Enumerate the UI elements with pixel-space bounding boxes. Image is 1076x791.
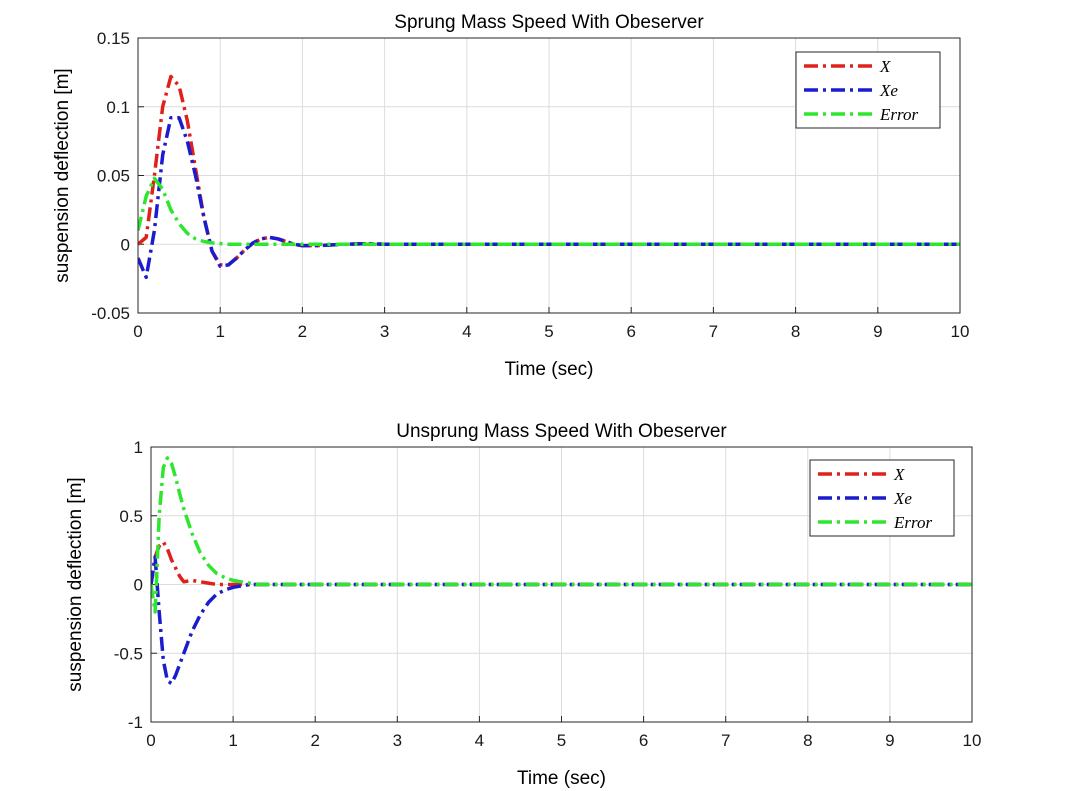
plot-unsprung-mass: 0 1 2 3 4 5 6 7 8 9 10 -1 -0.5 0 0.5 1 Unsprung Mass Spe… (65, 421, 981, 789)
x-tick-label: 6 (639, 731, 648, 750)
x-axis-label: Time (sec) (504, 359, 593, 380)
axes-frame (137, 37, 961, 314)
x-tick-label: 6 (626, 322, 635, 341)
series-line-error (138, 176, 960, 247)
series-group (151, 456, 972, 686)
legend: X Xe Error (795, 51, 941, 129)
x-tick-label: 10 (963, 731, 982, 750)
x-tick-label: 9 (885, 731, 894, 750)
legend-label-x: X (879, 57, 891, 76)
x-tick-label: 4 (475, 731, 484, 750)
y-tick-label: 0.05 (97, 167, 130, 186)
series-group (138, 74, 960, 280)
y-tick-label: -1 (128, 713, 143, 732)
x-tick-label: 7 (709, 322, 718, 341)
x-tick-label: 1 (215, 322, 224, 341)
chart-title: Sprung Mass Speed With Obeserver (394, 12, 704, 33)
x-tick-label: 1 (228, 731, 237, 750)
y-tick-label: -0.5 (114, 644, 143, 663)
y-tick-label: -0.05 (91, 304, 130, 323)
x-tick-label: 3 (393, 731, 402, 750)
legend-label-error: Error (893, 513, 932, 532)
y-axis-label: suspension deflection [m] (65, 477, 86, 691)
y-tick-label: 0 (134, 576, 143, 595)
y-tick-label: 0.5 (119, 507, 143, 526)
x-tick-label: 3 (380, 322, 389, 341)
y-tick-label: 0.15 (97, 29, 130, 48)
y-tick-label: 0.1 (106, 98, 130, 117)
x-tick-label: 5 (557, 731, 566, 750)
legend-label-xe: Xe (879, 81, 898, 100)
legend-label-error: Error (879, 105, 918, 124)
x-tick-label: 0 (146, 731, 155, 750)
x-tick-label: 2 (310, 731, 319, 750)
x-axis-label: Time (sec) (517, 768, 606, 789)
legend-label-x: X (893, 465, 905, 484)
y-tick-label: 0 (121, 235, 130, 254)
x-tick-label: 4 (462, 322, 471, 341)
chart-title: Unsprung Mass Speed With Obeserver (396, 421, 727, 442)
y-axis-label: suspension deflection [m] (52, 68, 73, 282)
x-tick-label: 9 (873, 322, 882, 341)
series-line-xe (151, 555, 972, 686)
x-tick-label: 7 (721, 731, 730, 750)
legend-label-xe: Xe (893, 489, 912, 508)
x-tick-label: 8 (803, 731, 812, 750)
x-tick-label: 8 (791, 322, 800, 341)
series-line-xe (138, 115, 960, 280)
x-tick-label: 10 (951, 322, 970, 341)
x-tick-label: 0 (133, 322, 142, 341)
y-tick-label: 1 (134, 438, 143, 457)
legend: X Xe Error (809, 459, 955, 537)
x-tick-label: 5 (544, 322, 553, 341)
series-line-x (151, 540, 972, 587)
axes-frame (150, 446, 973, 723)
x-tick-label: 2 (298, 322, 307, 341)
